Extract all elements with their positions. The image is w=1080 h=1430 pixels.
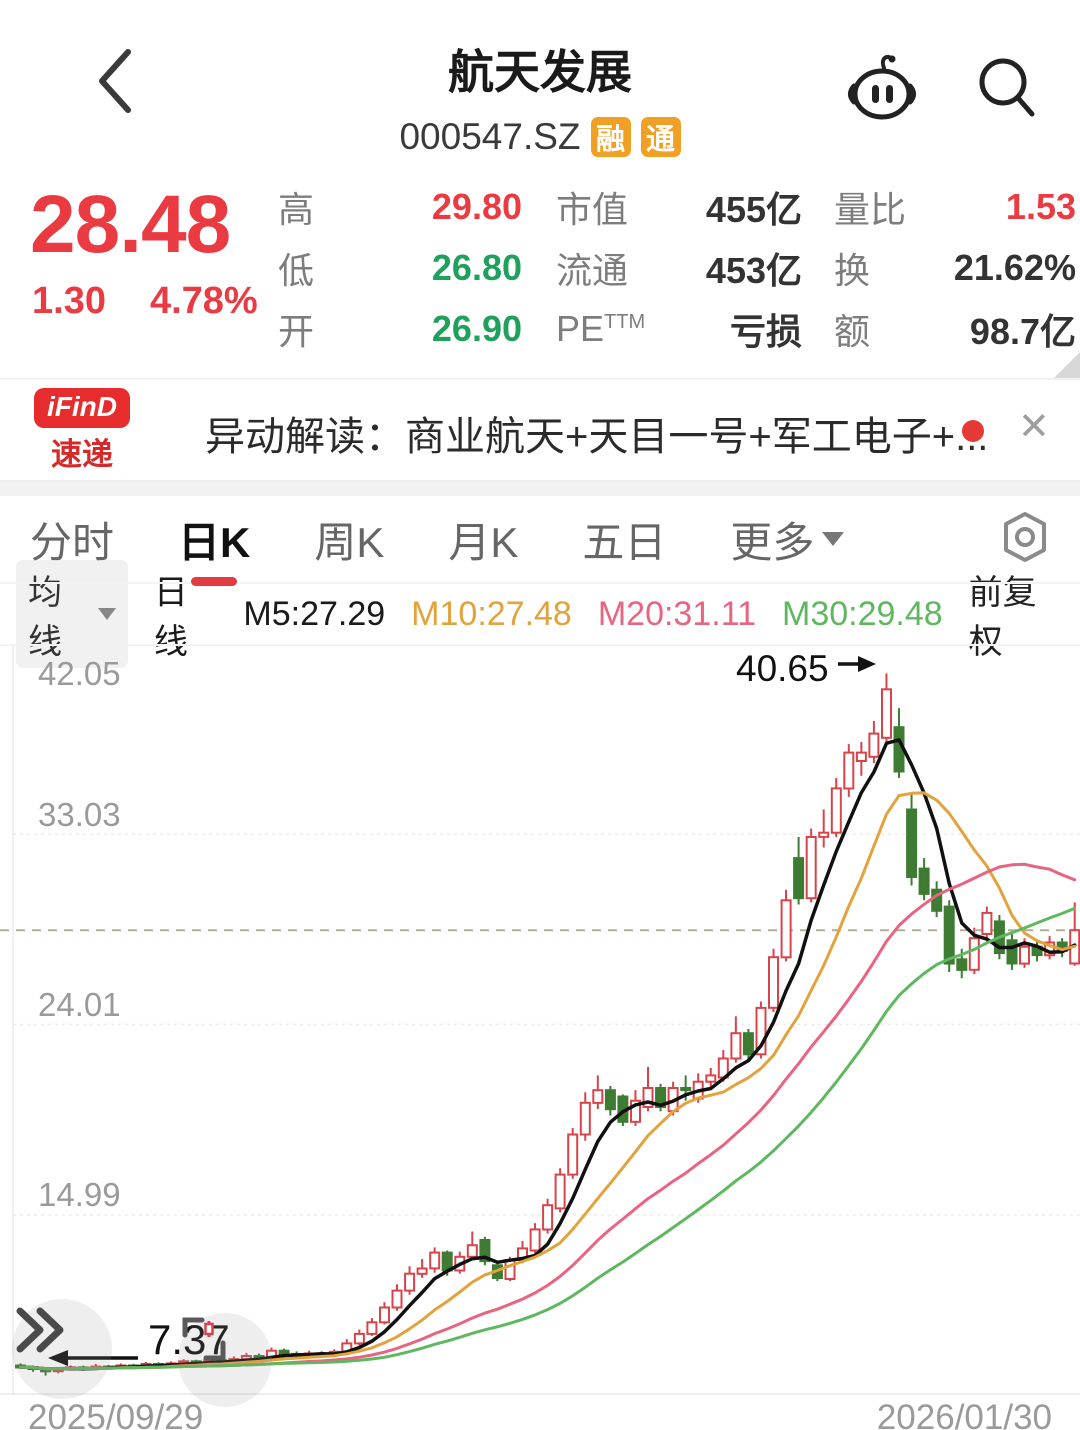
close-banner-button[interactable]: ✕ <box>1018 406 1050 448</box>
stat-label-mktcap: 市值 <box>556 188 629 230</box>
stat-value-pe: 亏损 <box>729 310 802 352</box>
chart-settings-button[interactable] <box>1000 510 1050 569</box>
chevron-down-icon <box>822 532 845 546</box>
ifind-logo-bottom: 速递 <box>51 437 113 472</box>
stat-label-amount: 额 <box>834 310 871 352</box>
tab-weekly-k[interactable]: 周K <box>314 518 385 566</box>
stat-value-mktcap: 455亿 <box>705 188 802 230</box>
stat-value-open: 26.90 <box>431 307 522 349</box>
ma10-value: M10:27.48 <box>411 594 572 633</box>
gear-icon <box>1004 511 1046 562</box>
stat-value-float: 453亿 <box>705 249 802 291</box>
quote-section: 28.48 1.30 4.78% 高 29.80 低 26.80 开 26.90 市值… <box>0 160 1080 380</box>
low-price-annotation: 7.37 <box>148 1316 230 1363</box>
stat-value-low: 26.80 <box>431 246 522 288</box>
news-headline[interactable]: 异动解读：商业航天+天目一号+军工电子+... <box>205 415 989 459</box>
stat-label-low: 低 <box>278 249 315 291</box>
back-button[interactable] <box>86 46 146 116</box>
header: 航天发展 000547.SZ 融 通 <box>0 0 1080 160</box>
ma5-value: M5:27.29 <box>243 594 386 633</box>
news-banner: iFinD 速递 异动解读：商业航天+天目一号+军工电子+... ✕ <box>0 380 1080 482</box>
stat-value-amount: 98.7亿 <box>969 310 1076 352</box>
search-button[interactable] <box>974 53 1040 128</box>
start-date-label: 2025/09/29 <box>28 1397 204 1430</box>
margin-badge-rong[interactable]: 融 <box>590 117 631 157</box>
ma20-value: M20:31.11 <box>597 594 756 633</box>
stock-code: 000547.SZ <box>399 116 581 157</box>
y-axis-label-1: 42.05 <box>38 655 121 692</box>
price-change: 1.30 <box>32 280 106 322</box>
ifind-logo-top: iFinD <box>34 388 130 428</box>
kline-chart[interactable]: 42.05 33.03 24.01 14.99 40.65 7.37 <box>0 644 1080 1407</box>
ma-mode-dropdown[interactable]: 均线 <box>16 560 128 668</box>
stat-value-volratio: 1.53 <box>1005 185 1076 227</box>
chevron-down-icon <box>97 608 116 620</box>
price-change-pct: 4.78% <box>149 280 258 322</box>
ma-legend-bar: 均线 日线 M5:27.29 M10:27.48 M20:31.11 M30:2… <box>0 560 1080 668</box>
last-price: 28.48 <box>30 179 231 270</box>
fullscreen-chart-button[interactable] <box>178 1313 272 1407</box>
period-label: 日线 <box>153 574 188 661</box>
period-tab-bar: 分时 日K 周K 月K 五日 更多 <box>0 496 1080 586</box>
fast-forward-button[interactable] <box>12 1299 112 1399</box>
y-axis-label-4: 14.99 <box>38 1176 121 1213</box>
stat-label-turnover: 换 <box>834 249 871 291</box>
x-axis-date-row: 2025/09/29 2026/01/30 <box>0 1395 1080 1430</box>
search-icon <box>979 58 1035 117</box>
stat-label-volratio: 量比 <box>834 188 907 230</box>
stat-label-float: 流通 <box>556 249 629 291</box>
high-price-annotation: 40.65 <box>736 648 829 689</box>
y-axis-label-2: 33.03 <box>38 796 121 833</box>
stat-value-turnover: 21.62% <box>953 246 1076 288</box>
ma30-value: M30:29.48 <box>782 594 943 633</box>
stock-title: 航天发展 <box>448 46 632 98</box>
tab-minute[interactable]: 分时 <box>30 518 115 566</box>
unread-dot <box>962 420 984 442</box>
stat-label-open: 开 <box>278 310 315 352</box>
double-chevron-right-icon <box>16 1307 64 1353</box>
back-chevron-icon <box>99 49 131 113</box>
margin-badge-tong[interactable]: 通 <box>640 117 681 157</box>
tab-five-day[interactable]: 五日 <box>582 518 667 566</box>
ai-robot-button[interactable] <box>844 52 922 129</box>
tab-daily-k[interactable]: 日K <box>178 501 250 586</box>
y-axis-label-3: 24.01 <box>38 986 121 1023</box>
stat-label-pe: PETTM <box>556 307 646 349</box>
active-tab-underline <box>191 576 238 586</box>
fullscreen-frame-icon <box>182 1317 226 1361</box>
tab-monthly-k[interactable]: 月K <box>448 518 519 566</box>
ifind-logo: iFinD 速递 <box>34 388 130 474</box>
tab-more[interactable]: 更多 <box>730 501 845 578</box>
adjust-mode-toggle[interactable]: 前复权 <box>968 574 1037 661</box>
end-date-label: 2026/01/30 <box>876 1397 1052 1430</box>
expand-stats-corner[interactable] <box>1054 352 1080 378</box>
robot-icon <box>848 54 916 120</box>
section-divider <box>0 482 1080 496</box>
stat-label-high: 高 <box>278 188 315 230</box>
stat-value-high: 29.80 <box>431 185 522 227</box>
kline-svg[interactable] <box>0 646 1080 1393</box>
